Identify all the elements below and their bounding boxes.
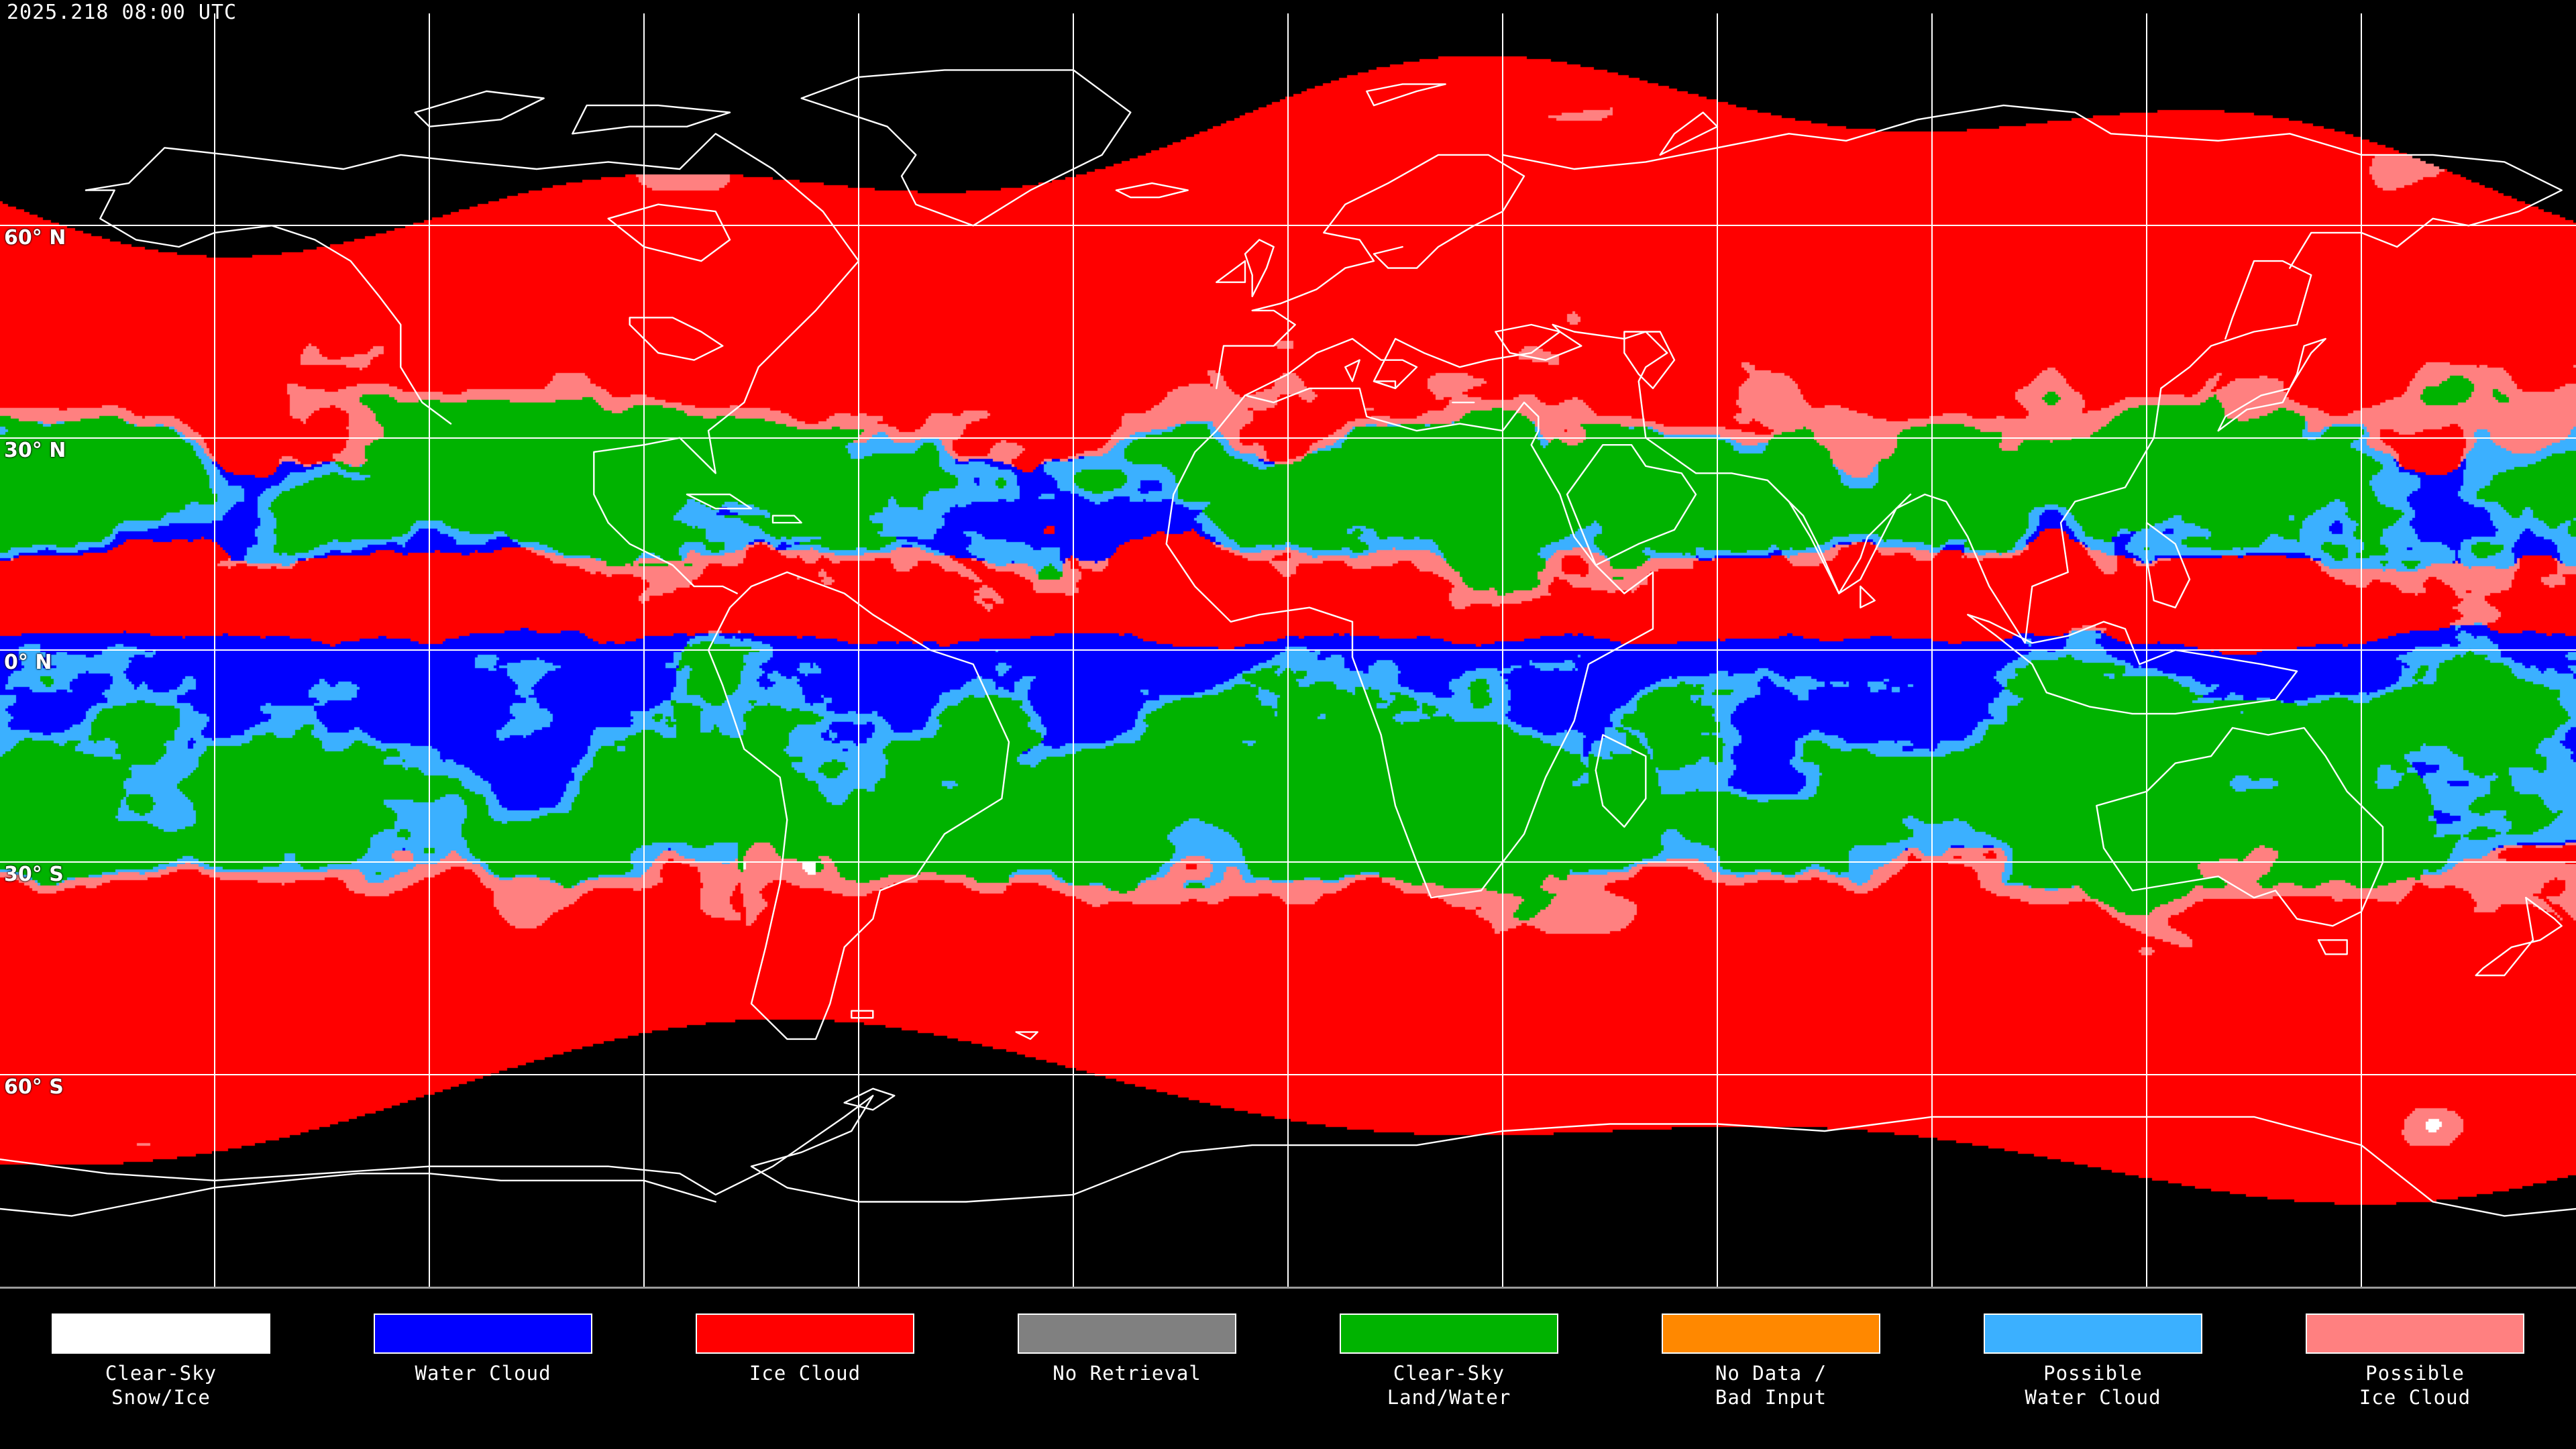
legend-label-line: Possible [2365, 1362, 2465, 1385]
latitude-label: 60° N [4, 226, 66, 250]
legend-swatch-ice-cloud [696, 1313, 914, 1354]
legend-item-no-data-bad-input[interactable]: No Data / Bad Input [1610, 1289, 1932, 1449]
latitude-label: 0° N [4, 651, 52, 674]
legend-label-line: No Data / [1715, 1362, 1827, 1385]
legend-item-water-cloud[interactable]: Water Cloud [322, 1289, 644, 1449]
global-cloud-mask-map[interactable]: 60° N 30° N 0° N 30° S 60° S 2025.218 08:00 … [0, 0, 2576, 1287]
legend-item-clear-sky-land-water[interactable]: Clear-Sky Land/Water [1288, 1289, 1610, 1449]
legend-label-line: Possible [2043, 1362, 2143, 1385]
gridline-latitude [0, 1074, 2576, 1075]
legend-label-line: Snow/Ice [111, 1386, 211, 1409]
legend-label-no-retrieval: No Retrieval [966, 1361, 1288, 1385]
legend-label-line: Water Cloud [2025, 1386, 2161, 1409]
legend-item-possible-water-cloud[interactable]: Possible Water Cloud [1932, 1289, 2254, 1449]
legend-label-line: Land/Water [1387, 1386, 1511, 1409]
gridline-latitude [0, 861, 2576, 863]
legend-swatch-clear-sky-land-water [1340, 1313, 1558, 1354]
legend-item-no-retrieval[interactable]: No Retrieval [966, 1289, 1288, 1449]
legend-label-possible-water-cloud: Possible Water Cloud [1932, 1361, 2254, 1409]
legend-swatch-possible-water-cloud [1984, 1313, 2202, 1354]
latitude-label: 60° S [4, 1075, 64, 1099]
gridline-latitude [0, 225, 2576, 226]
legend-label-water-cloud: Water Cloud [322, 1361, 644, 1385]
timestamp-label: 2025.218 08:00 UTC [7, 1, 237, 24]
legend-label-line: Water Cloud [415, 1362, 551, 1385]
legend-label-line: Ice Cloud [749, 1362, 861, 1385]
legend-item-possible-ice-cloud[interactable]: Possible Ice Cloud [2254, 1289, 2576, 1449]
legend-swatch-no-data-bad-input [1662, 1313, 1880, 1354]
gridline-latitude [0, 437, 2576, 439]
legend-item-clear-sky-snow-ice[interactable]: Clear-Sky Snow/Ice [0, 1289, 322, 1449]
legend-label-ice-cloud: Ice Cloud [644, 1361, 966, 1385]
legend-swatch-water-cloud [374, 1313, 592, 1354]
legend-label-line: Clear-Sky [1393, 1362, 1505, 1385]
legend-swatch-possible-ice-cloud [2306, 1313, 2524, 1354]
legend-label-line: Bad Input [1715, 1386, 1827, 1409]
legend-label-clear-sky-land-water: Clear-Sky Land/Water [1288, 1361, 1610, 1409]
latitude-label: 30° N [4, 439, 66, 462]
latitude-label: 30° S [4, 863, 64, 886]
legend-swatch-no-retrieval [1018, 1313, 1236, 1354]
legend: Clear-Sky Snow/Ice Water Cloud Ice Cloud No … [0, 1289, 2576, 1449]
legend-item-ice-cloud[interactable]: Ice Cloud [644, 1289, 966, 1449]
legend-swatch-clear-sky-snow-ice [52, 1313, 270, 1354]
legend-label-line: Ice Cloud [2359, 1386, 2471, 1409]
map-legend-divider [0, 1287, 2576, 1289]
gridline-latitude [0, 649, 2576, 651]
legend-label-line: Clear-Sky [105, 1362, 217, 1385]
legend-label-possible-ice-cloud: Possible Ice Cloud [2254, 1361, 2576, 1409]
legend-label-clear-sky-snow-ice: Clear-Sky Snow/Ice [0, 1361, 322, 1409]
legend-label-no-data-bad-input: No Data / Bad Input [1610, 1361, 1932, 1409]
legend-label-line: No Retrieval [1053, 1362, 1201, 1385]
